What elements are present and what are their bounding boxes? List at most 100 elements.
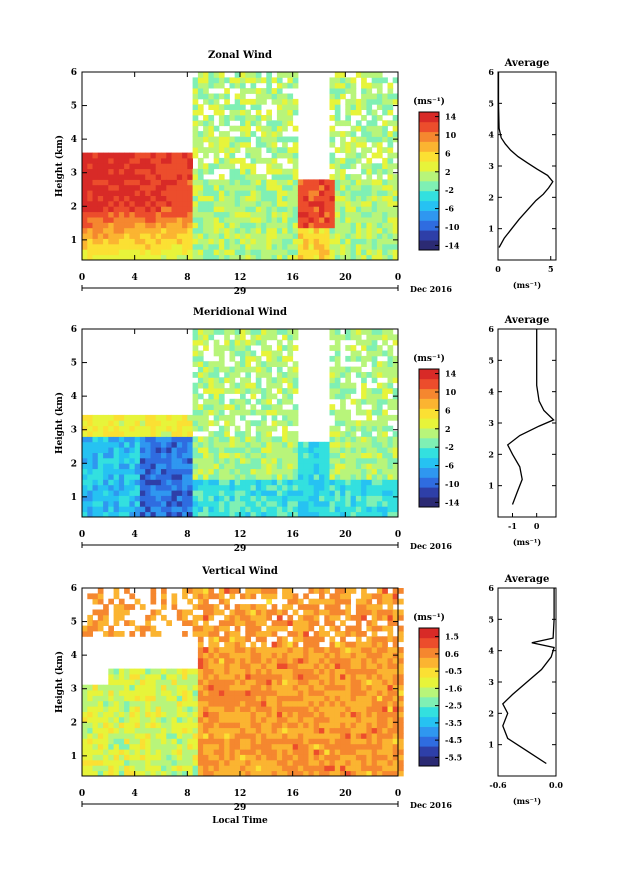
heatmap-cell xyxy=(255,636,262,643)
heatmap-cell xyxy=(376,441,383,448)
heatmap-cell xyxy=(118,474,125,480)
heatmap-cell xyxy=(313,759,320,766)
heatmap-cell xyxy=(282,759,288,766)
heatmap-cell xyxy=(371,82,378,89)
heatmap-cell xyxy=(208,393,215,400)
heatmap-cell xyxy=(361,684,367,691)
heatmap-cell xyxy=(355,490,362,496)
heatmap-cell xyxy=(255,743,262,750)
heatmap-cell xyxy=(324,631,330,637)
heatmap-cell xyxy=(155,249,162,256)
heatmap-cell xyxy=(161,163,167,170)
heatmap-cell xyxy=(103,157,109,164)
heatmap-cell xyxy=(392,98,399,105)
heatmap-cell xyxy=(376,716,383,723)
heatmap-cell xyxy=(287,604,294,610)
heatmap-cell xyxy=(234,398,241,405)
heatmap-cell xyxy=(319,673,325,680)
heatmap-cell xyxy=(240,141,246,148)
heatmap-cell xyxy=(187,222,193,229)
heatmap-cell xyxy=(340,447,346,453)
heatmap-cell xyxy=(371,436,378,443)
heatmap-cell xyxy=(224,716,230,723)
heatmap-cell xyxy=(145,706,151,712)
heatmap-cell xyxy=(187,749,193,755)
heatmap-cell xyxy=(376,131,383,137)
heatmap-cell xyxy=(139,759,146,766)
heatmap-cell xyxy=(124,174,130,180)
heatmap-cell xyxy=(139,431,146,437)
heatmap-cell xyxy=(97,184,104,191)
heatmap-cell xyxy=(213,463,220,470)
heatmap-cell xyxy=(371,716,378,723)
heatmap-cell xyxy=(240,727,246,734)
heatmap-cell xyxy=(171,770,178,777)
heatmap-cell xyxy=(355,249,362,256)
colorbar-swatch xyxy=(419,131,439,142)
heatmap-cell xyxy=(203,82,209,89)
heatmap-cell xyxy=(229,200,236,207)
heatmap-cell xyxy=(113,157,120,164)
heatmap-cell xyxy=(282,200,288,207)
heatmap-cell xyxy=(124,243,130,250)
heatmap-cell xyxy=(203,190,209,196)
heatmap-cell xyxy=(297,690,304,696)
heatmap-cell xyxy=(245,631,251,637)
heatmap-cell xyxy=(308,238,315,245)
heatmap-cell xyxy=(387,604,394,610)
heatmap-cell xyxy=(361,211,367,218)
heatmap-cell xyxy=(382,388,388,394)
heatmap-cell xyxy=(271,243,278,250)
heatmap-cell xyxy=(197,436,204,443)
heatmap-cell xyxy=(366,593,373,600)
heatmap-cell xyxy=(208,388,215,394)
heatmap-cell xyxy=(224,604,230,610)
heatmap-cell xyxy=(297,447,304,453)
heatmap-cell xyxy=(261,436,267,443)
heatmap-cell xyxy=(108,233,114,239)
heatmap-cell xyxy=(255,174,262,180)
heatmap-cell xyxy=(234,716,241,723)
heatmap-cell xyxy=(261,174,267,180)
heatmap-cell xyxy=(213,604,220,610)
heatmap-cell xyxy=(271,711,278,718)
heatmap-cell xyxy=(297,249,304,256)
heatmap-cell xyxy=(224,345,230,351)
heatmap-cell xyxy=(150,706,157,712)
heatmap-cell xyxy=(276,222,283,229)
heatmap-cell xyxy=(234,206,241,213)
heatmap-cell xyxy=(329,754,336,761)
heatmap-cell xyxy=(129,495,136,502)
heatmap-cell xyxy=(292,157,299,164)
heatmap-cell xyxy=(292,125,299,132)
heatmap-cell xyxy=(124,733,130,739)
heatmap-cell xyxy=(366,200,373,207)
heatmap-cell xyxy=(376,141,383,148)
heatmap-cell xyxy=(113,227,120,234)
heatmap-cell xyxy=(192,227,199,234)
heatmap-cell xyxy=(176,614,183,621)
heatmap-cell xyxy=(266,233,272,239)
heatmap-cell xyxy=(340,636,346,643)
heatmap-cell xyxy=(197,684,204,691)
heatmap-cell xyxy=(382,636,388,643)
heatmap-cell xyxy=(192,614,199,621)
heatmap-cell xyxy=(82,495,88,502)
heatmap-cell xyxy=(271,88,278,94)
heatmap-cell xyxy=(329,404,336,410)
heatmap-cell xyxy=(271,759,278,766)
heatmap-cell xyxy=(250,495,257,502)
heatmap-cell xyxy=(166,414,172,421)
heatmap-cell xyxy=(245,136,251,143)
heatmap-cell xyxy=(118,179,125,186)
heatmap-cell xyxy=(282,152,288,159)
heatmap-cell xyxy=(398,759,404,766)
heatmap-cell xyxy=(113,457,120,464)
heatmap-cell xyxy=(297,206,304,213)
heatmap-cell xyxy=(261,125,267,132)
heatmap-cell xyxy=(371,404,378,410)
heatmap-cell xyxy=(139,206,146,213)
heatmap-cell xyxy=(382,479,388,486)
heatmap-cell xyxy=(271,647,278,653)
heatmap-cell xyxy=(145,490,151,496)
